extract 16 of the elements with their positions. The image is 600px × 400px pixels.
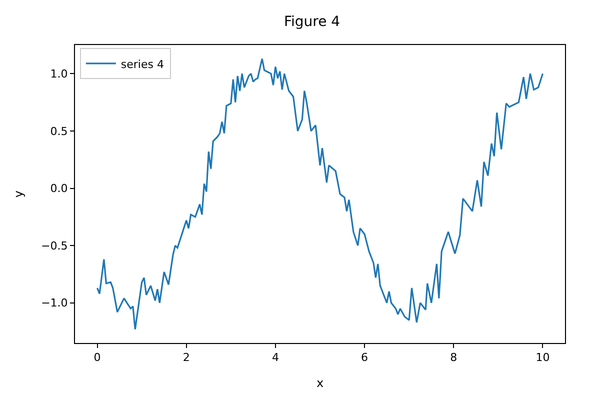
y-tick-label: 1.0 [50, 68, 68, 80]
chart-title: Figure 4 [284, 14, 340, 30]
x-tick-label: 8 [450, 351, 458, 364]
legend-label: series 4 [120, 58, 164, 71]
x-tick-label: 6 [361, 351, 368, 364]
x-tick-label: 2 [182, 351, 190, 364]
y-tick-label: −0.5 [41, 239, 68, 252]
x-tick-label: 4 [272, 351, 279, 364]
y-axis-title: y [11, 190, 26, 198]
x-tick-label: 10 [536, 351, 550, 364]
x-axis-title: x [316, 376, 324, 390]
line-series [96, 58, 544, 330]
y-tick-label: 0.0 [50, 182, 68, 196]
y-tick-label: 0.5 [50, 124, 68, 138]
y-tick-label: −1.0 [41, 296, 68, 310]
x-tick-label: 0 [94, 351, 101, 364]
